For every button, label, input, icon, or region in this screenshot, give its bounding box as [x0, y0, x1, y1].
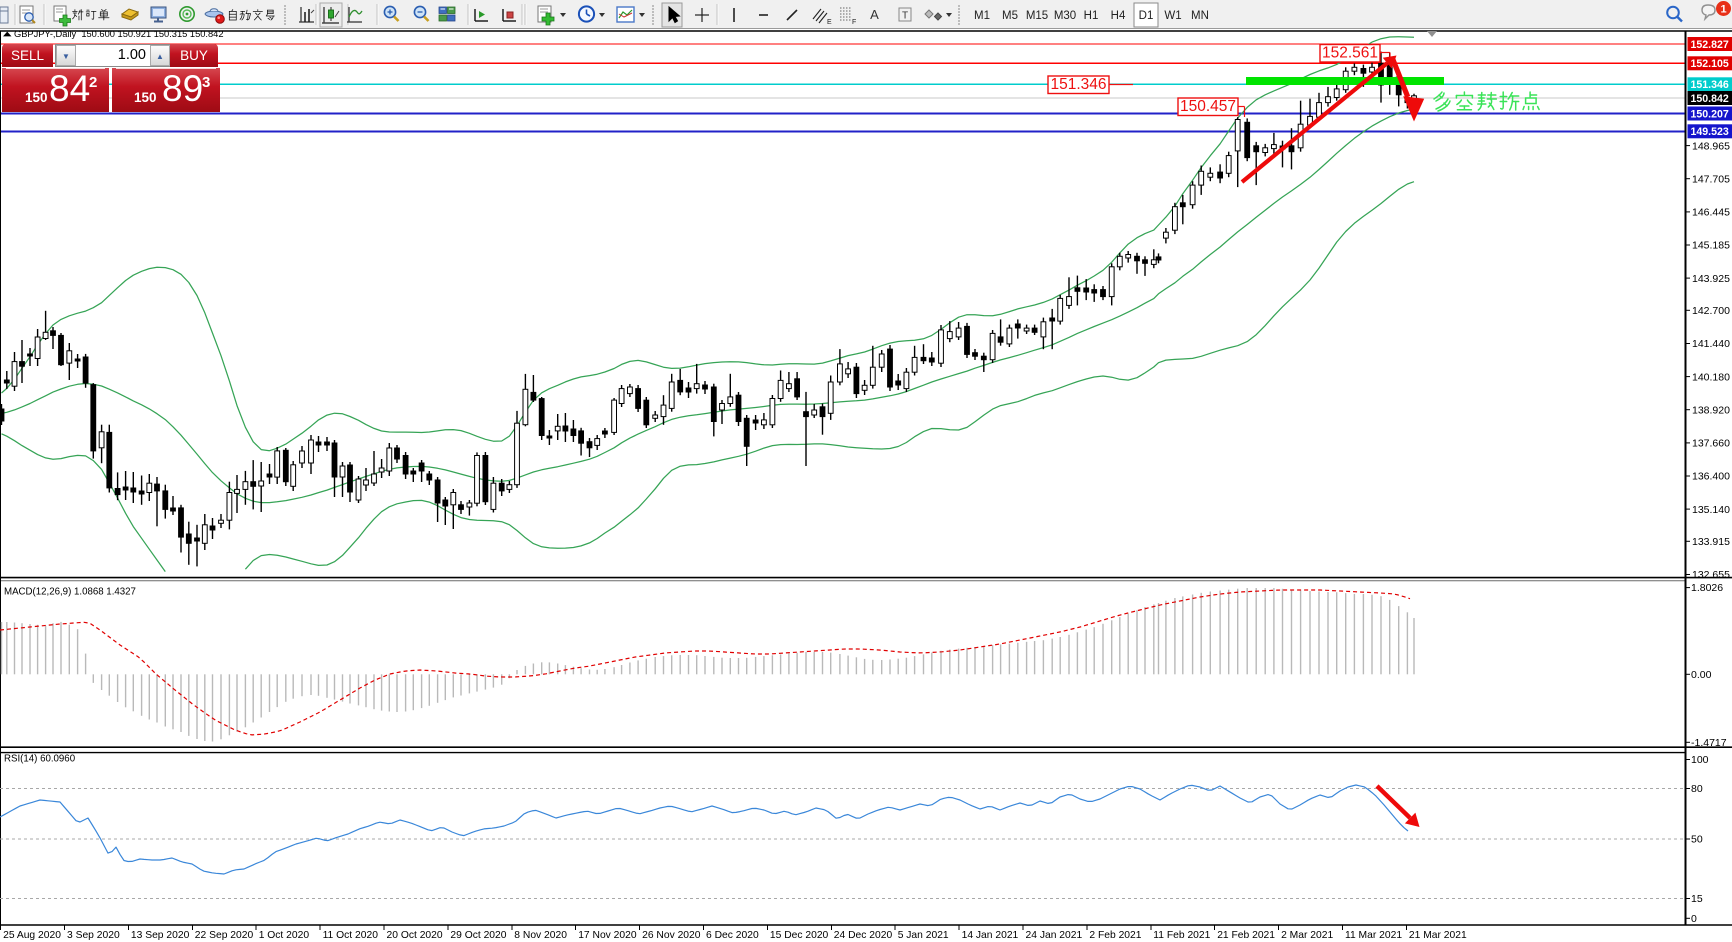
svg-text:MACD(12,26,9) 1.0868 1.4327: MACD(12,26,9) 1.0868 1.4327 [4, 586, 136, 597]
svg-text:22 Sep 2020: 22 Sep 2020 [195, 930, 254, 941]
svg-text:25 Aug 2020: 25 Aug 2020 [3, 930, 61, 941]
svg-text:8 Nov 2020: 8 Nov 2020 [514, 930, 567, 941]
svg-text:M15: M15 [1026, 10, 1048, 22]
svg-text:6 Dec 2020: 6 Dec 2020 [706, 930, 759, 941]
svg-text:132.655: 132.655 [1692, 569, 1730, 581]
svg-text:17 Nov 2020: 17 Nov 2020 [578, 930, 637, 941]
svg-text:1: 1 [1720, 4, 1726, 16]
svg-text:149.523: 149.523 [1691, 126, 1729, 138]
svg-text:21 Feb 2021: 21 Feb 2021 [1217, 930, 1275, 941]
svg-text:152.561: 152.561 [1322, 45, 1378, 62]
svg-text:20 Oct 2020: 20 Oct 2020 [387, 930, 443, 941]
svg-text:15 Dec 2020: 15 Dec 2020 [770, 930, 829, 941]
svg-text:GBPJPY-,Daily 150.600 150.921: GBPJPY-,Daily 150.600 150.921 150.315 15… [14, 29, 224, 39]
svg-text:150.457: 150.457 [1180, 98, 1236, 115]
svg-text:151.346: 151.346 [1050, 76, 1106, 93]
svg-text:2 Feb 2021: 2 Feb 2021 [1089, 930, 1141, 941]
svg-text:F: F [852, 19, 856, 26]
svg-text:13 Sep 2020: 13 Sep 2020 [131, 930, 190, 941]
svg-text:21 Mar 2021: 21 Mar 2021 [1409, 930, 1467, 941]
svg-text:11 Oct 2020: 11 Oct 2020 [323, 930, 379, 941]
svg-text:148.965: 148.965 [1692, 140, 1730, 152]
svg-text:141.440: 141.440 [1692, 338, 1730, 350]
svg-text:29 Oct 2020: 29 Oct 2020 [450, 930, 506, 941]
svg-text:100: 100 [1691, 754, 1709, 766]
svg-text:146.445: 146.445 [1692, 207, 1730, 219]
svg-text:152.105: 152.105 [1691, 58, 1729, 70]
svg-text:M30: M30 [1054, 10, 1076, 22]
svg-text:145.185: 145.185 [1692, 240, 1730, 252]
svg-text:E: E [827, 19, 832, 26]
svg-text:143.925: 143.925 [1692, 273, 1730, 285]
svg-text:140.180: 140.180 [1692, 371, 1730, 383]
svg-text:136.400: 136.400 [1692, 471, 1730, 483]
svg-text:H4: H4 [1111, 10, 1126, 22]
svg-text:14 Jan 2021: 14 Jan 2021 [962, 930, 1019, 941]
svg-text:0: 0 [1691, 913, 1697, 925]
svg-text:H1: H1 [1084, 10, 1099, 22]
svg-text:11 Feb 2021: 11 Feb 2021 [1153, 930, 1210, 941]
svg-text:137.660: 137.660 [1692, 438, 1730, 450]
svg-text:-1.4717: -1.4717 [1691, 737, 1727, 749]
svg-text:142.700: 142.700 [1692, 305, 1730, 317]
svg-text:MN: MN [1191, 10, 1209, 22]
svg-text:133.915: 133.915 [1692, 536, 1730, 548]
svg-text:A: A [870, 7, 879, 22]
svg-text:15: 15 [1691, 893, 1703, 905]
svg-text:138.920: 138.920 [1692, 404, 1730, 416]
svg-text:1 Oct 2020: 1 Oct 2020 [259, 930, 310, 941]
svg-text:26 Nov 2020: 26 Nov 2020 [642, 930, 701, 941]
svg-text:W1: W1 [1164, 10, 1181, 22]
svg-text:24 Dec 2020: 24 Dec 2020 [834, 930, 893, 941]
svg-text:151.346: 151.346 [1691, 79, 1729, 91]
svg-text:150.842: 150.842 [1691, 93, 1729, 105]
svg-text:3 Sep 2020: 3 Sep 2020 [67, 930, 120, 941]
svg-text:50: 50 [1691, 834, 1703, 846]
svg-text:M5: M5 [1002, 10, 1018, 22]
svg-text:2 Mar 2021: 2 Mar 2021 [1281, 930, 1333, 941]
svg-text:11 Mar 2021: 11 Mar 2021 [1345, 930, 1402, 941]
svg-text:152.827: 152.827 [1691, 39, 1729, 51]
svg-text:0.00: 0.00 [1691, 669, 1712, 681]
svg-text:1.8026: 1.8026 [1691, 582, 1723, 594]
svg-text:135.140: 135.140 [1692, 504, 1730, 516]
svg-text:5 Jan 2021: 5 Jan 2021 [898, 930, 949, 941]
svg-text:M1: M1 [974, 10, 990, 22]
svg-text:24 Jan 2021: 24 Jan 2021 [1026, 930, 1083, 941]
svg-text:147.705: 147.705 [1692, 173, 1730, 185]
svg-text:T: T [902, 11, 908, 22]
svg-text:80: 80 [1691, 783, 1703, 795]
svg-text:D1: D1 [1139, 10, 1154, 22]
svg-text:RSI(14) 60.0960: RSI(14) 60.0960 [4, 753, 76, 764]
svg-text:150.207: 150.207 [1691, 108, 1729, 120]
